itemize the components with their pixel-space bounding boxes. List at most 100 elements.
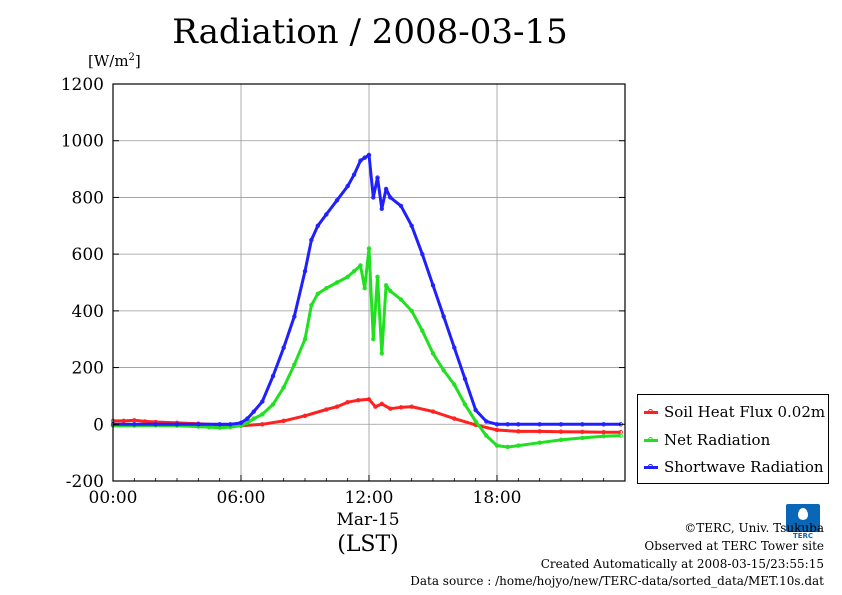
series-line-1 [113,247,621,449]
chart-legend: Soil Heat Flux 0.02m Net Radiation Short… [637,394,829,484]
y-tick-label: 1000 [61,132,104,152]
data-point [281,385,286,390]
data-point [580,435,585,441]
data-point [362,155,367,160]
data-point [302,268,308,274]
data-point [420,328,425,333]
data-point [260,412,265,417]
credit-created: Created Automatically at 2008-03-15/23:5… [540,557,824,571]
data-point [366,152,372,158]
data-point [373,404,378,409]
data-point [388,195,393,200]
data-point [238,420,244,426]
data-point [260,399,265,404]
data-point [121,418,126,424]
data-point [324,407,329,412]
data-point [251,409,256,414]
legend-swatch-green [644,436,658,442]
data-point [217,422,222,427]
legend-swatch-red [644,408,658,414]
data-point [398,405,404,410]
data-point [345,399,350,405]
data-point [270,402,276,407]
data-point [473,419,478,424]
data-point [398,203,404,209]
data-point [371,337,376,342]
data-point [379,401,384,407]
data-point [383,283,389,288]
y-tick-label: 200 [72,359,104,379]
legend-item-net-radiation: Net Radiation [644,429,770,451]
tick-layer: -200 0 200 400 600 800 1000 1200 00:00 06:00 12:00… [61,75,625,508]
data-point [358,158,363,163]
data-point [324,285,329,291]
data-point [537,422,542,427]
legend-label: Net Radiation [664,431,771,449]
data-point [452,416,457,421]
series-layer [110,152,623,450]
data-point [558,429,564,434]
data-point [362,285,367,291]
data-point [505,422,510,427]
data-point [371,195,376,200]
data-point [153,422,158,427]
x-tick-label: 18:00 [473,488,522,508]
y-tick-label: 600 [72,245,104,265]
legend-label: Shortwave Radiation [664,458,824,476]
data-point [356,397,361,403]
x-tick-label: 06:00 [217,488,266,508]
x-axis-unit-label: (LST) [337,532,399,557]
data-point [366,246,372,251]
data-point [601,433,606,439]
data-point [196,422,201,427]
terc-logo-icon [786,504,820,532]
data-point [516,422,521,427]
data-point [345,274,350,280]
data-point [398,297,404,302]
data-point [601,422,606,427]
x-tick-label: 12:00 [345,488,394,508]
data-point [309,302,314,308]
data-point [351,268,357,274]
data-point [132,422,137,427]
data-point [334,280,340,285]
data-point [228,422,233,427]
legend-swatch-blue [644,463,658,469]
x-axis-date-label: Mar-15 [336,510,400,530]
terc-logo: TERC [786,504,820,540]
data-point [174,422,180,427]
data-point [334,198,340,203]
y-tick-label: 0 [93,415,104,435]
credit-observed: Observed at TERC Tower site [644,539,824,553]
data-point [484,433,489,438]
data-point [494,443,500,448]
chart-title: Radiation / 2008-03-15 [172,12,568,52]
data-point [505,444,510,450]
data-point [430,409,436,414]
data-point [409,223,414,228]
legend-item-soil-heat-flux: Soil Heat Flux 0.02m [644,401,825,423]
credit-copyright: ©TERC, Univ. Tsukuba [684,521,824,535]
data-point [379,351,384,356]
data-point [383,186,389,192]
data-point [309,237,314,243]
data-point [430,283,436,288]
data-point [516,429,521,434]
y-tick-label: 400 [72,302,104,322]
data-point [245,420,250,426]
y-tick-label: -200 [66,472,104,492]
data-point [251,416,256,421]
data-point [462,402,468,407]
data-point [358,263,363,268]
data-point [281,418,286,424]
data-point [324,212,329,217]
y-unit-close: ] [134,52,141,70]
data-point [462,376,468,382]
y-tick-label: 1200 [61,75,104,95]
grid-lines [113,84,625,481]
data-point [388,288,393,294]
data-point [409,308,414,314]
data-point [537,440,542,445]
data-point [366,397,372,402]
